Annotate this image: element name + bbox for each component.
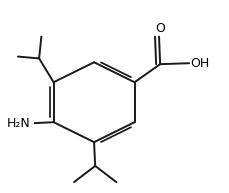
- Text: H₂N: H₂N: [6, 117, 30, 130]
- Text: OH: OH: [190, 57, 210, 70]
- Text: O: O: [155, 22, 165, 35]
